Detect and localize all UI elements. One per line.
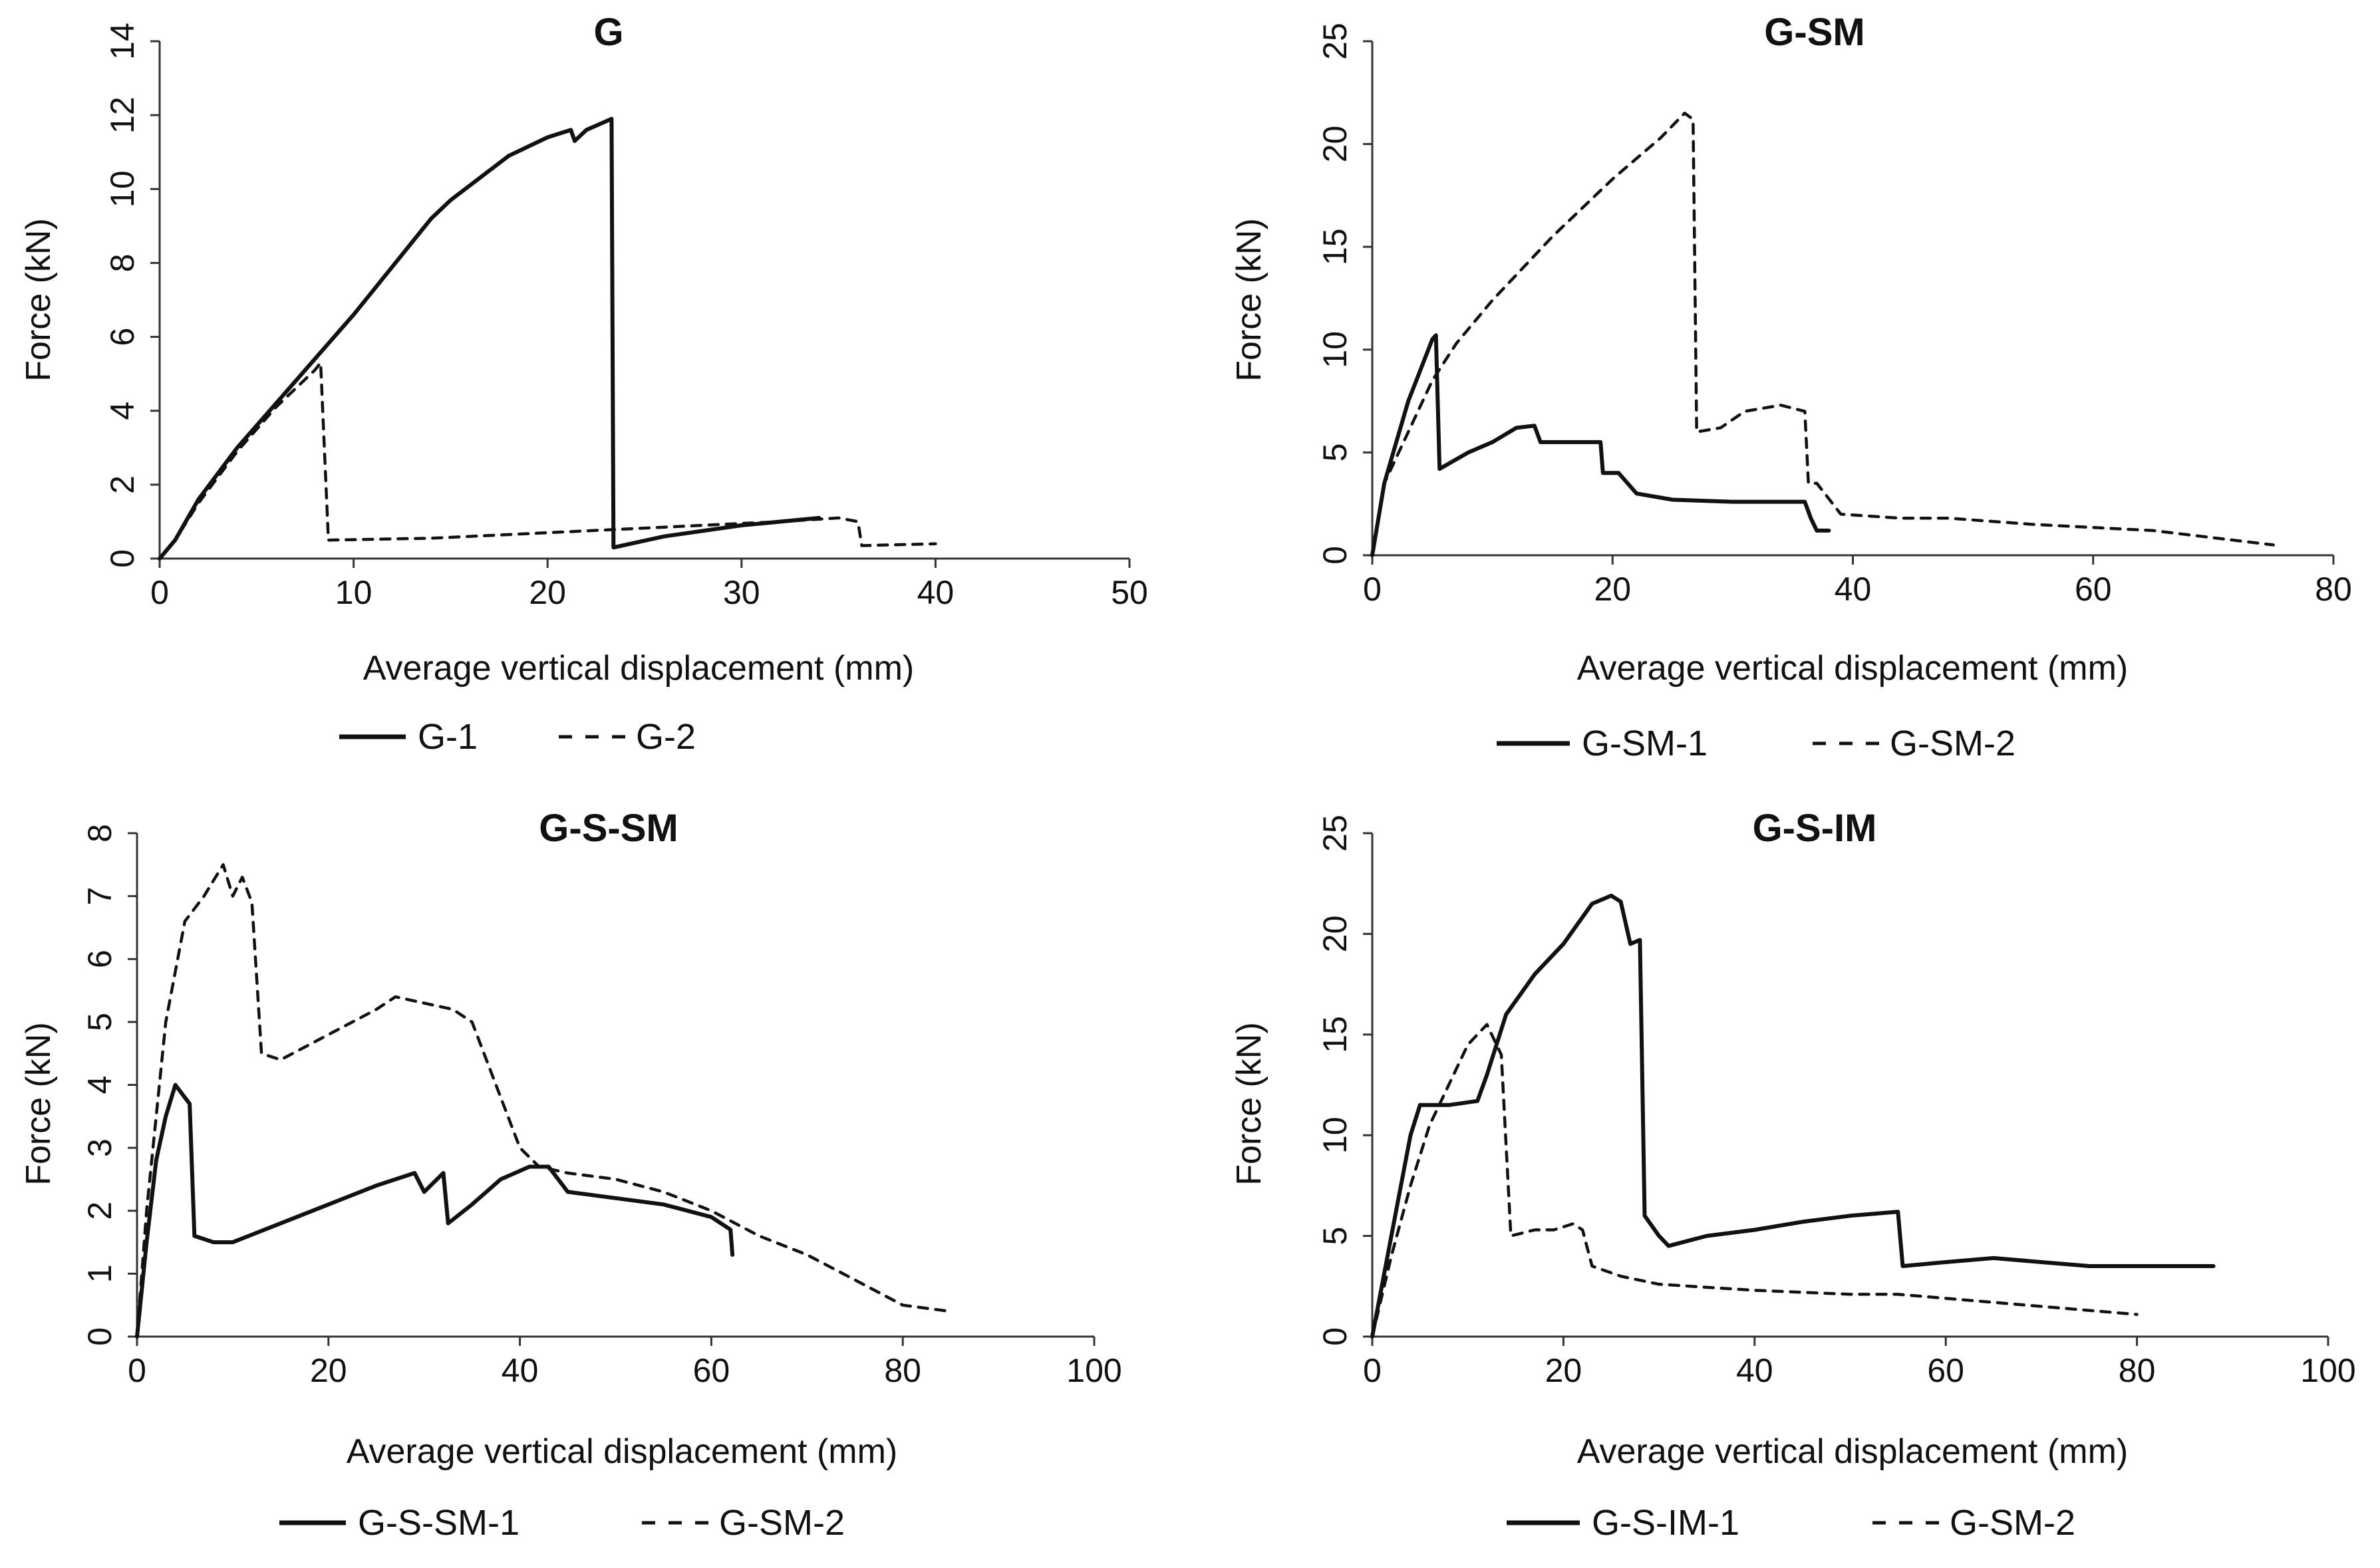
legend-label: G-1 (418, 717, 478, 757)
y-tick-label: 20 (1316, 916, 1354, 953)
y-tick-label: 10 (104, 170, 141, 207)
legend: G-S-SM-1 G-SM-2 (279, 1503, 845, 1543)
y-tick-label: 15 (1316, 228, 1354, 265)
y-tick-label: 10 (1316, 1116, 1354, 1154)
y-tick-label: 5 (1316, 443, 1354, 461)
chart-title: G-SM (1764, 11, 1864, 54)
legend-label: G-SM-2 (1950, 1503, 2075, 1543)
y-tick-label: 6 (81, 950, 118, 968)
x-tick-label: 40 (502, 1352, 539, 1389)
legend-label: G-S-SM-1 (358, 1503, 520, 1543)
y-tick-label: 12 (104, 96, 141, 134)
x-tick-label: 10 (335, 574, 372, 611)
x-tick-label: 0 (1363, 1352, 1382, 1389)
x-tick-label: 20 (1594, 571, 1631, 608)
y-tick-label: 14 (104, 23, 141, 60)
y-tick-label: 3 (81, 1138, 118, 1157)
series-line-solid (1370, 333, 1831, 557)
x-tick-label: 80 (2315, 571, 2352, 608)
x-tick-label: 0 (128, 1352, 146, 1389)
y-tick-label: 0 (81, 1327, 118, 1346)
legend-label: G-2 (636, 717, 696, 757)
x-tick-label: 0 (1363, 571, 1382, 608)
y-tick-label: 1 (81, 1264, 118, 1283)
y-axis-label: Force (kN) (19, 218, 58, 382)
x-tick-label: 40 (1736, 1352, 1773, 1389)
x-tick-label: 40 (1835, 571, 1872, 608)
y-tick-label: 8 (104, 254, 141, 273)
y-tick-label: 2 (104, 475, 141, 494)
x-axis-label: Average vertical displacement (mm) (1577, 649, 2128, 688)
legend: G-1 G-2 (339, 717, 696, 757)
y-tick-label: 25 (1316, 815, 1354, 852)
series-line-dashed (158, 361, 937, 561)
y-tick-label: 15 (1316, 1016, 1354, 1053)
series-line-solid (135, 1083, 735, 1339)
y-tick-label: 10 (1316, 331, 1354, 368)
x-axis-label: Average vertical displacement (mm) (1577, 1432, 2128, 1471)
x-tick-label: 20 (1545, 1352, 1582, 1389)
y-tick-label: 25 (1316, 23, 1354, 60)
chart-panel-g: G Force (kN) Average vertical displaceme… (19, 11, 1148, 757)
x-tick-label: 100 (1066, 1352, 1121, 1389)
y-tick-label: 8 (81, 824, 118, 843)
x-tick-label: 60 (2075, 571, 2112, 608)
chart-title: G-S-IM (1753, 807, 1877, 850)
y-axis-label: Force (kN) (1230, 218, 1268, 382)
chart-panel-g-s-sm: G-S-SM Force (kN) Average vertical displ… (19, 807, 1122, 1543)
x-tick-label: 60 (693, 1352, 730, 1389)
x-tick-label: 0 (150, 574, 169, 611)
chart-title: G-S-SM (539, 807, 678, 850)
series-line-dashed (135, 863, 953, 1339)
y-axis-label: Force (kN) (19, 1022, 58, 1186)
legend: G-S-IM-1 G-SM-2 (1507, 1503, 2075, 1543)
legend-label: G-SM-2 (1890, 723, 2015, 763)
y-tick-label: 6 (104, 328, 141, 346)
x-tick-label: 80 (884, 1352, 921, 1389)
legend: G-SM-1 G-SM-2 (1497, 723, 2015, 763)
x-tick-label: 20 (529, 574, 566, 611)
series-line-solid (1370, 893, 2216, 1339)
y-tick-label: 4 (104, 402, 141, 420)
x-tick-label: 20 (310, 1352, 347, 1389)
y-tick-label: 2 (81, 1202, 118, 1220)
y-tick-label: 5 (1316, 1227, 1354, 1245)
chart-panel-g-sm: G-SM Force (kN) Average vertical displac… (1230, 11, 2352, 763)
series-line-solid (158, 116, 821, 561)
x-tick-label: 80 (2119, 1352, 2156, 1389)
legend-label: G-SM-2 (719, 1503, 845, 1543)
chart-title: G (593, 11, 623, 54)
series-line-dashed (1370, 111, 2275, 557)
legend-label: G-SM-1 (1582, 723, 1708, 763)
y-tick-label: 4 (81, 1076, 118, 1095)
y-tick-label: 20 (1316, 126, 1354, 163)
y-tick-label: 0 (104, 549, 141, 568)
x-tick-label: 100 (2300, 1352, 2355, 1389)
x-tick-label: 30 (723, 574, 760, 611)
y-tick-label: 7 (81, 887, 118, 906)
y-tick-label: 5 (81, 1013, 118, 1031)
x-tick-label: 40 (917, 574, 955, 611)
x-axis-label: Average vertical displacement (mm) (363, 649, 914, 688)
x-tick-label: 60 (1927, 1352, 1964, 1389)
series-line-dashed (1370, 1023, 2139, 1339)
legend-label: G-S-IM-1 (1592, 1503, 1739, 1543)
y-tick-label: 0 (1316, 546, 1354, 565)
x-axis-label: Average vertical displacement (mm) (347, 1432, 897, 1471)
chart-panel-g-s-im: G-S-IM Force (kN) Average vertical displ… (1230, 807, 2356, 1543)
x-tick-label: 50 (1111, 574, 1148, 611)
y-tick-label: 0 (1316, 1327, 1354, 1346)
y-axis-label: Force (kN) (1230, 1022, 1268, 1186)
